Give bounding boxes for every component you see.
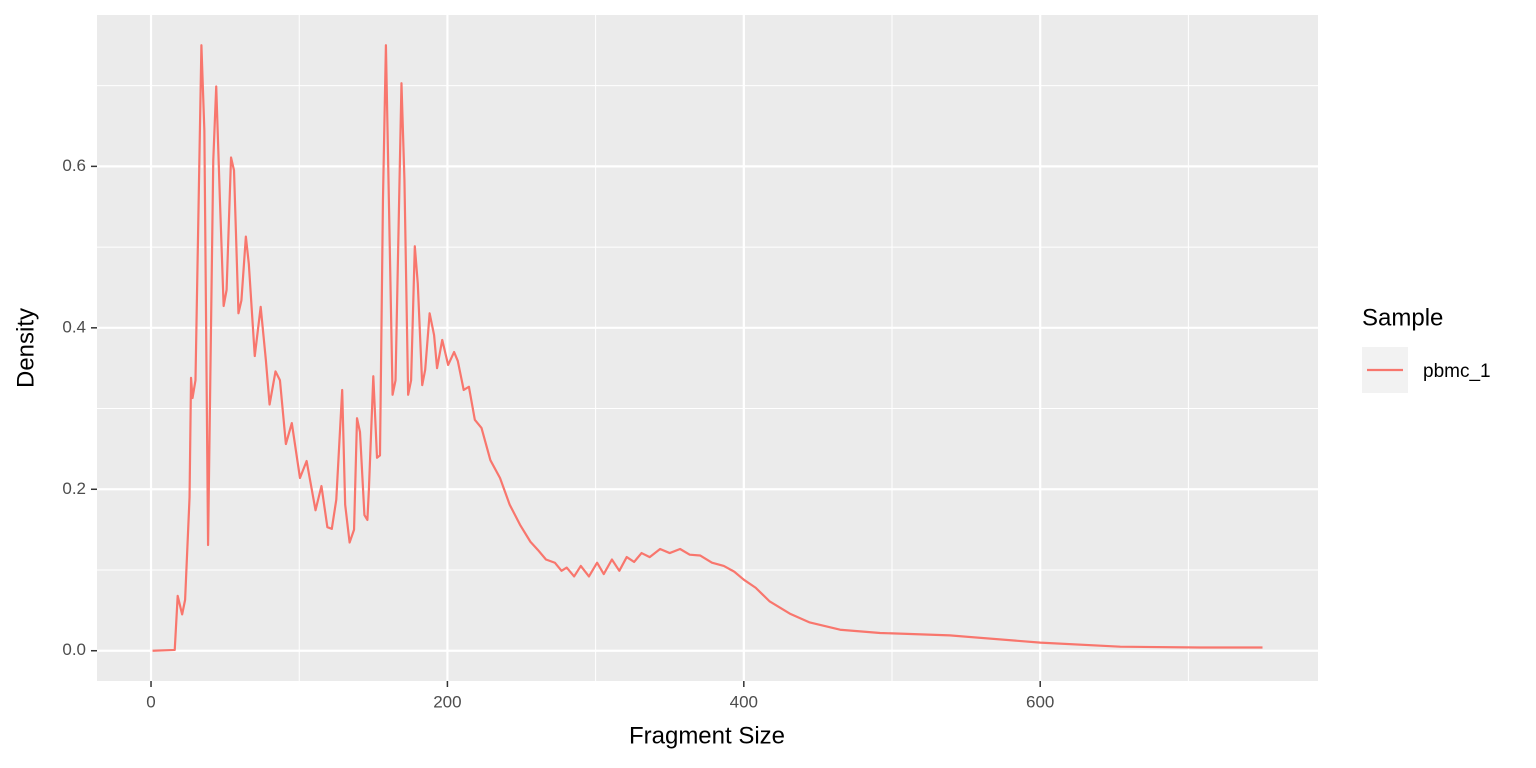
y-tick-label: 0.2 xyxy=(62,479,86,498)
legend-label: pbmc_1 xyxy=(1423,361,1491,382)
x-tick-label: 400 xyxy=(730,692,758,711)
x-tick-label: 0 xyxy=(146,692,155,711)
x-tick-label: 600 xyxy=(1026,692,1054,711)
line xyxy=(152,44,1263,652)
y-tick-label: 0.6 xyxy=(62,156,86,175)
panel xyxy=(97,15,1318,681)
y-axis-title: Density xyxy=(12,308,39,388)
x-tick-label: 200 xyxy=(433,692,461,711)
x-axis-title: Fragment Size xyxy=(629,722,785,749)
legend-title: Sample xyxy=(1362,304,1443,331)
y-tick-label: 0.0 xyxy=(62,640,86,659)
y-tick-label: 0.4 xyxy=(62,317,86,336)
